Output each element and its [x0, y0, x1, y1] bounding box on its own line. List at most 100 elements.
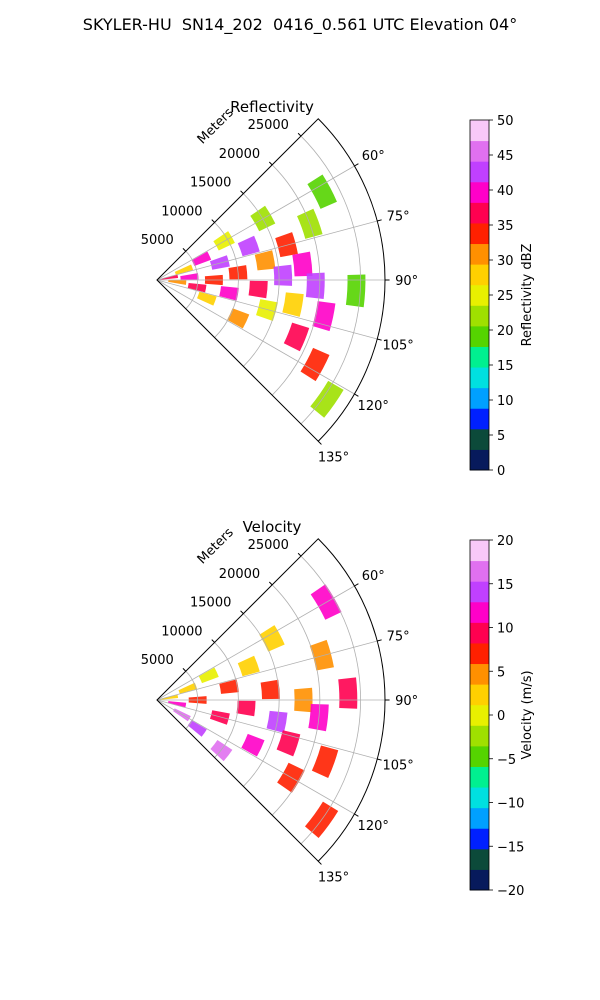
- reflectivity-cell: [345, 274, 366, 308]
- velocity-title: Velocity: [243, 518, 302, 536]
- velocity-cell: [237, 655, 260, 677]
- velocity-azimuth-tick-label: 105°: [382, 759, 413, 774]
- reflectivity-range-tick-label: 10000: [161, 204, 202, 219]
- velocity-cell: [210, 739, 233, 762]
- velocity-colorbar-segment: [470, 725, 489, 747]
- reflectivity-colorbar-tick-label: 20: [497, 324, 514, 339]
- velocity-range-tick: [211, 639, 215, 643]
- reflectivity-range-axis-label: Meters: [195, 105, 237, 147]
- reflectivity-cell: [180, 273, 199, 280]
- reflectivity-colorbar-tick-label: 30: [497, 254, 514, 269]
- velocity-azimuth-tick: [377, 758, 382, 761]
- velocity-colorbar-segment: [470, 622, 489, 644]
- velocity-colorbar-tick-label: 5: [497, 665, 505, 680]
- reflectivity-range-tick-label: 25000: [248, 118, 289, 133]
- reflectivity-cell: [256, 299, 278, 322]
- reflectivity-colorbar-segment: [470, 202, 489, 224]
- reflectivity-azimuth-tick: [317, 440, 322, 445]
- reflectivity-colorbar-segment: [470, 284, 489, 306]
- reflectivity-colorbar-segment: [470, 264, 489, 286]
- reflectivity-colorbar-tick-label: 40: [497, 184, 514, 199]
- reflectivity-panel: Reflectivity 60° 75° 90° 105° 120° 135° 5000 100…: [0, 80, 600, 510]
- reflectivity-azimuth-tick: [377, 338, 382, 341]
- reflectivity-colorbar-segment: [470, 140, 489, 162]
- reflectivity-cell: [300, 347, 330, 382]
- velocity-cell: [168, 701, 187, 708]
- reflectivity-range-tick-label: 5000: [141, 233, 174, 248]
- velocity-chart: Velocity 60° 75° 90° 105° 120° 135° 5000 10000 15…: [141, 518, 535, 899]
- reflectivity-cell: [307, 174, 337, 209]
- reflectivity-colorbar-segment: [470, 181, 489, 203]
- velocity-colorbar-segment: [470, 869, 489, 891]
- velocity-cell: [276, 730, 301, 757]
- reflectivity-cell: [305, 272, 325, 299]
- velocity-azimuth-tick-label: 135°: [318, 871, 349, 886]
- velocity-colorbar-segment: [470, 663, 489, 685]
- reflectivity-range-tick: [211, 219, 215, 223]
- reflectivity-range-tick: [240, 190, 244, 194]
- reflectivity-azimuth-gridline: [156, 220, 378, 281]
- reflectivity-cell: [254, 250, 276, 271]
- velocity-cell: [236, 700, 256, 717]
- reflectivity-azimuth-tick-label: 105°: [382, 339, 413, 354]
- reflectivity-azimuth-gridline: [156, 279, 378, 340]
- reflectivity-azimuth-tick-label: 120°: [358, 399, 389, 414]
- velocity-colorbar-tick-label: 20: [497, 534, 514, 549]
- velocity-colorbar-segment: [470, 704, 489, 726]
- reflectivity-range-tick-label: 15000: [190, 176, 231, 191]
- reflectivity-cell: [209, 255, 230, 270]
- velocity-azimuth-gridline: [156, 699, 378, 760]
- reflectivity-colorbar-segment: [470, 222, 489, 245]
- velocity-cell: [241, 733, 265, 757]
- reflectivity-colorbar-segment: [470, 428, 489, 450]
- reflectivity-range-tick-label: 20000: [219, 147, 260, 162]
- velocity-cell: [187, 720, 207, 737]
- velocity-azimuth-tick-label: 75°: [387, 629, 410, 644]
- reflectivity-cell: [168, 280, 187, 285]
- velocity-colorbar-tick-label: −20: [497, 884, 524, 899]
- reflectivity-azimuth-tick: [377, 219, 382, 222]
- reflectivity-azimuth-tick-label: 90°: [395, 274, 418, 289]
- velocity-colorbar-segment: [470, 787, 489, 809]
- velocity-colorbar-tick-label: −15: [497, 840, 524, 855]
- reflectivity-colorbar-segment: [470, 120, 489, 142]
- velocity-range-tick-label: 20000: [219, 567, 260, 582]
- velocity-azimuth-tick: [377, 639, 382, 642]
- reflectivity-colorbar-tick-label: 5: [497, 429, 505, 444]
- velocity-colorbar-segment: [470, 601, 489, 623]
- velocity-colorbar-segment: [470, 848, 489, 870]
- reflectivity-cell: [227, 308, 250, 329]
- reflectivity-range-tick: [182, 248, 187, 252]
- reflectivity-sector-frame: [156, 118, 386, 442]
- velocity-colorbar-segment: [470, 684, 489, 706]
- reflectivity-azimuth-tick-label: 60°: [362, 149, 385, 164]
- reflectivity-range-tick: [297, 132, 302, 137]
- velocity-range-tick: [297, 552, 302, 557]
- reflectivity-cell: [219, 286, 239, 301]
- reflectivity-cell: [282, 292, 304, 317]
- reflectivity-azimuth-gridline: [156, 165, 355, 281]
- reflectivity-colorbar-tick-label: 50: [497, 114, 514, 129]
- reflectivity-cell: [191, 251, 212, 267]
- reflectivity-colorbar-segment: [470, 367, 489, 389]
- velocity-azimuth-tick: [317, 860, 322, 865]
- reflectivity-azimuth-gridline: [156, 279, 355, 395]
- velocity-azimuth-tick-label: 60°: [362, 569, 385, 584]
- reflectivity-azimuth-tick: [354, 393, 359, 397]
- velocity-panel: Velocity 60° 75° 90° 105° 120° 135° 5000 10000 15…: [0, 500, 600, 930]
- reflectivity-cell: [174, 264, 194, 275]
- reflectivity-range-tick: [268, 161, 273, 166]
- reflectivity-colorbar-tick-label: 0: [497, 464, 505, 479]
- velocity-range-tick-label: 10000: [161, 624, 202, 639]
- velocity-sector-frame: [156, 538, 386, 862]
- velocity-colorbar-label: Velocity (m/s): [520, 670, 535, 759]
- velocity-range-tick-label: 25000: [248, 538, 289, 553]
- reflectivity-colorbar-segment: [470, 243, 489, 265]
- velocity-azimuth-tick-label: 120°: [358, 819, 389, 834]
- velocity-colorbar-segment: [470, 807, 489, 829]
- figure-title: SKYLER-HU SN14_202 0416_0.561 UTC Elevat…: [82, 15, 518, 34]
- velocity-range-tick-label: 15000: [190, 596, 231, 611]
- reflectivity-colorbar-segment: [470, 346, 489, 368]
- reflectivity-cell: [312, 301, 336, 332]
- velocity-azimuth-tick-label: 90°: [395, 694, 418, 709]
